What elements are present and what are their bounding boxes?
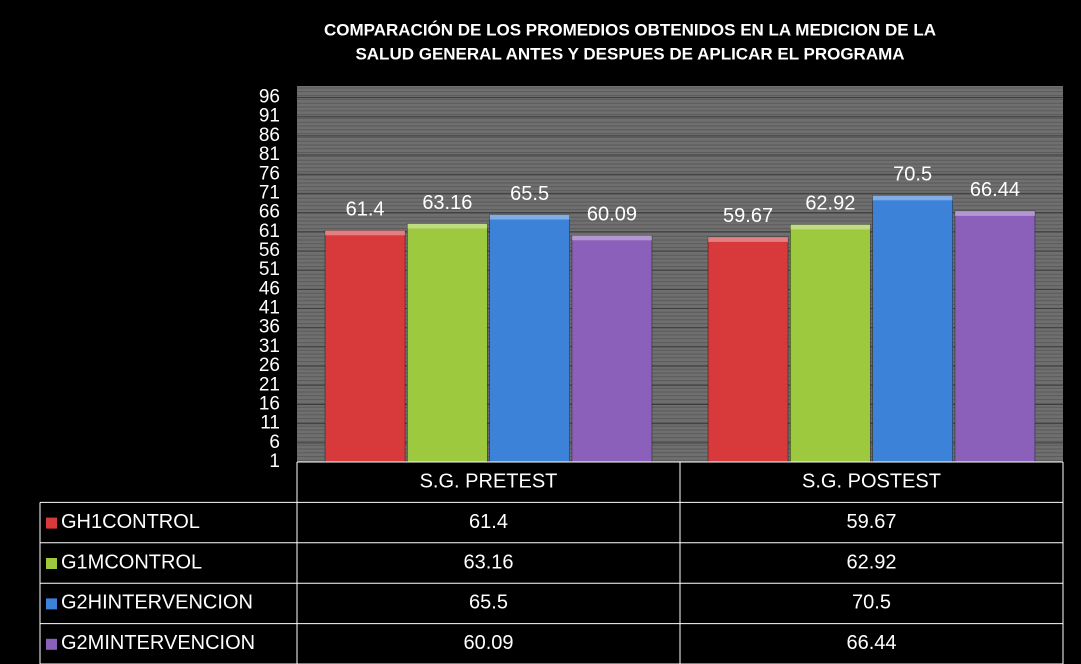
x-tick-label: S.G. POSTEST: [802, 470, 941, 492]
bar: [790, 224, 871, 463]
bar-cap: [407, 223, 488, 229]
bar: [489, 214, 570, 463]
y-tick-label: 26: [259, 355, 280, 376]
bar: [324, 230, 406, 463]
x-tick-label: S.G. PRETEST: [420, 470, 558, 492]
data-label: 62.92: [805, 193, 855, 215]
bar: [571, 235, 653, 463]
legend-key: [46, 598, 57, 610]
y-tick-label: 56: [259, 240, 280, 261]
y-tick-label: 91: [259, 106, 280, 127]
y-tick-label: 6: [269, 432, 280, 453]
bar: [954, 210, 1036, 463]
y-tick-label: 66: [259, 202, 280, 223]
table-value: 63.16: [463, 551, 513, 573]
y-tick-label: 31: [259, 336, 280, 357]
y-tick-label: 36: [259, 317, 280, 338]
y-tick-label: 96: [259, 87, 280, 108]
chart-title: SALUD GENERAL ANTES Y DESPUES DE APLICAR…: [355, 44, 904, 63]
legend-key: [46, 517, 57, 529]
y-tick-label: 81: [259, 144, 280, 165]
bar-cap: [872, 195, 953, 201]
bar-cap: [708, 236, 789, 242]
y-tick-label: 1: [269, 451, 280, 472]
legend-label: G2MINTERVENCION: [61, 632, 255, 654]
y-tick-label: 21: [259, 374, 280, 395]
bar: [707, 236, 789, 463]
table-value: 62.92: [846, 551, 896, 573]
bar-cap: [325, 230, 406, 236]
data-label: 59.67: [723, 205, 773, 227]
table-value: 65.5: [469, 592, 508, 614]
table-value: 59.67: [846, 511, 896, 533]
data-label: 70.5: [893, 164, 932, 186]
bar-cap: [489, 214, 570, 220]
chart-title: COMPARACIÓN DE LOS PROMEDIOS OBTENIDOS E…: [324, 20, 936, 39]
y-tick-label: 61: [259, 221, 280, 242]
legend-key: [46, 638, 57, 650]
data-label: 61.4: [346, 199, 385, 221]
y-tick-label: 16: [259, 393, 280, 414]
bar-cap: [790, 224, 871, 230]
bar-cap: [954, 210, 1035, 216]
table-value: 60.09: [463, 632, 513, 654]
bar-cap: [571, 235, 652, 241]
y-tick-label: 86: [259, 125, 280, 146]
y-tick-label: 76: [259, 163, 280, 184]
data-label: 65.5: [510, 183, 549, 205]
legend-label: G2HINTERVENCION: [61, 592, 253, 614]
data-label: 66.44: [970, 179, 1020, 201]
table-value: 66.44: [846, 632, 896, 654]
legend-label: GH1CONTROL: [61, 511, 200, 533]
y-tick-label: 51: [259, 259, 280, 280]
data-label: 60.09: [587, 204, 637, 226]
table-value: 70.5: [852, 592, 891, 614]
y-tick-label: 41: [259, 298, 280, 319]
y-tick-label: 46: [259, 278, 280, 299]
legend-label: G1MCONTROL: [61, 551, 202, 573]
y-tick-label: 11: [260, 413, 280, 434]
bar: [872, 195, 953, 463]
data-label: 63.16: [422, 192, 472, 214]
y-tick-label: 71: [259, 182, 280, 203]
bar: [407, 223, 488, 463]
legend-key: [46, 558, 57, 569]
table-value: 61.4: [469, 511, 508, 533]
